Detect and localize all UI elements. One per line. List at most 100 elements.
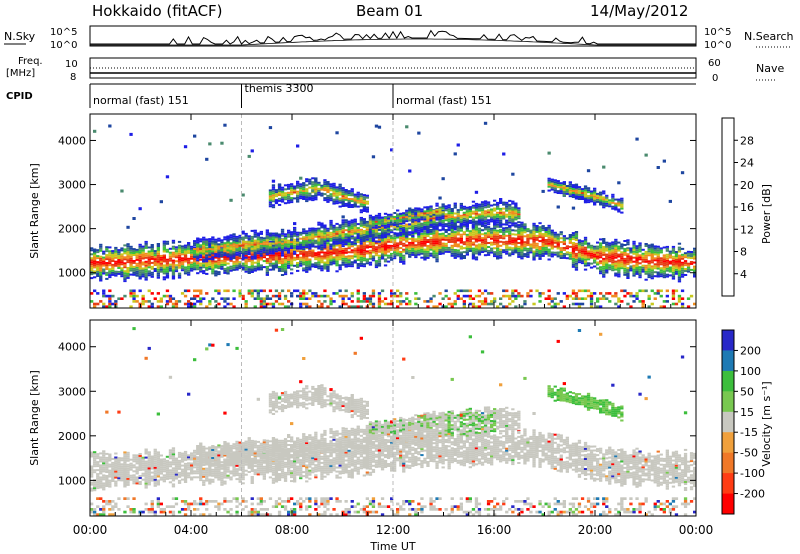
range-cell — [374, 224, 379, 227]
range-cell — [177, 264, 182, 267]
range-cell — [311, 292, 315, 295]
range-cell — [383, 222, 388, 225]
range-cell — [277, 183, 282, 187]
range-cell — [593, 251, 597, 254]
range-cell — [644, 258, 648, 261]
range-cell — [293, 238, 297, 241]
range-cell — [383, 302, 388, 306]
range-cell — [350, 206, 354, 208]
range-cell — [350, 263, 354, 266]
range-cell — [317, 267, 321, 270]
range-cell — [377, 234, 382, 237]
range-cell — [556, 239, 560, 242]
range-cell — [429, 232, 433, 235]
range-cell — [377, 214, 382, 217]
range-cell — [138, 277, 142, 280]
range-cell — [250, 267, 254, 270]
range-cell — [417, 208, 421, 211]
nsearch-label: N.Search — [744, 30, 794, 43]
range-cell — [574, 235, 579, 237]
range-cell — [677, 297, 682, 300]
range-cell — [423, 256, 427, 259]
range-cell — [480, 207, 485, 210]
range-cell — [208, 240, 212, 243]
range-cell — [474, 252, 479, 255]
range-cell — [335, 222, 339, 225]
range-cell — [156, 245, 160, 247]
range-cell — [577, 259, 582, 262]
range-cell — [538, 232, 542, 235]
range-cell — [659, 263, 663, 266]
range-cell — [329, 300, 333, 303]
freq-label-1: Freq. — [18, 56, 43, 67]
range-cell — [483, 222, 488, 225]
y-tick-label: 1000 — [58, 267, 86, 280]
range-cell — [268, 242, 273, 245]
range-cell — [344, 192, 348, 195]
range-cell — [396, 236, 400, 239]
range-cell — [347, 255, 351, 258]
range-cell — [405, 248, 409, 251]
range-cell — [465, 222, 469, 225]
range-cell — [399, 229, 403, 232]
range-cell — [308, 262, 312, 265]
range-cell — [596, 251, 600, 254]
range-cell — [426, 221, 430, 224]
range-cell — [314, 182, 318, 185]
range-cell — [283, 267, 288, 270]
range-cell — [135, 294, 139, 298]
range-cell — [641, 300, 645, 303]
range-cell — [474, 222, 479, 225]
range-cell — [468, 297, 472, 300]
range-cell — [102, 305, 106, 308]
range-cell — [550, 235, 554, 238]
range-cell — [135, 248, 139, 251]
range-cell — [432, 294, 436, 298]
range-cell — [580, 240, 585, 243]
range-cell — [483, 216, 488, 219]
range-cell — [256, 258, 260, 261]
range-cell — [674, 268, 679, 271]
range-cell — [283, 233, 288, 236]
range-cell — [541, 239, 545, 241]
range-cell — [508, 232, 512, 235]
range-cell — [226, 250, 230, 253]
range-cell — [456, 253, 460, 256]
range-cell — [347, 265, 351, 268]
range-cell — [420, 216, 424, 219]
range-cell — [356, 247, 360, 250]
range-cell — [183, 258, 188, 261]
range-cell — [490, 235, 494, 238]
range-cell — [226, 249, 230, 252]
range-cell — [271, 242, 276, 245]
range-cell — [374, 234, 379, 237]
range-cell — [456, 209, 460, 212]
range-cell — [296, 240, 300, 243]
range-cell — [335, 194, 339, 197]
range-cell — [614, 294, 618, 298]
range-cell — [423, 254, 427, 257]
range-cell — [299, 292, 303, 295]
range-cell — [626, 273, 630, 275]
range-cell — [232, 235, 236, 238]
range-cell — [232, 241, 236, 244]
range-cell — [653, 263, 657, 266]
range-cell — [499, 240, 503, 243]
range-cell — [144, 278, 148, 281]
range-cell — [662, 276, 666, 279]
range-cell — [290, 248, 294, 251]
range-cell — [665, 261, 669, 264]
range-cell — [499, 207, 503, 210]
range-cell — [308, 235, 312, 238]
range-cell — [402, 218, 406, 221]
range-cell — [214, 238, 218, 241]
range-cell — [202, 272, 206, 275]
range-cell — [308, 227, 312, 230]
range-cell — [214, 246, 218, 249]
range-cell — [90, 467, 94, 470]
range-cell — [480, 233, 485, 236]
range-cell — [338, 201, 342, 204]
range-cell — [447, 248, 451, 251]
range-cell — [465, 225, 469, 228]
range-cell — [350, 300, 354, 303]
